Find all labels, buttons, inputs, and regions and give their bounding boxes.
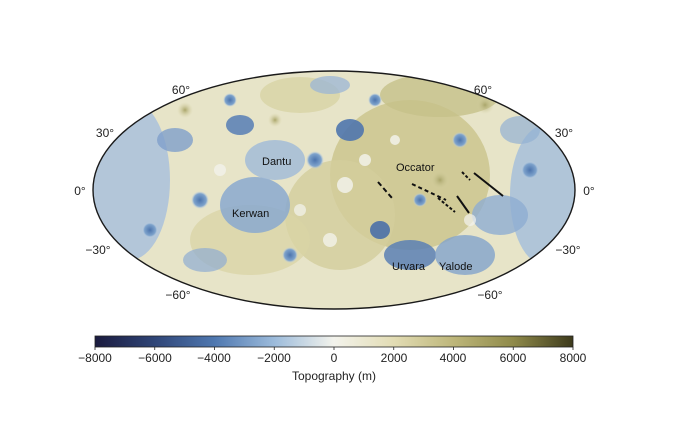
colorbar-tick-label: −6000 — [138, 351, 172, 365]
feature-labels: Dantu Kerwan Occator Urvara Yalode — [232, 156, 472, 273]
lat-label-left-neg60: −60° — [165, 288, 190, 302]
feature-label-occator: Occator — [396, 162, 435, 174]
feature-label-dantu: Dantu — [262, 156, 291, 168]
lat-label-left-0: 0° — [74, 184, 86, 198]
lat-label-left-30: 30° — [96, 126, 114, 140]
lat-label-right-60: 60° — [474, 83, 492, 97]
colorbar-axis-label: Topography (m) — [292, 369, 376, 383]
colorbar-gradient — [94, 335, 574, 348]
lat-label-left-neg30: −30° — [85, 243, 110, 257]
colorbar-tick-label: 2000 — [381, 351, 408, 365]
colorbar-tick-label: −4000 — [197, 351, 231, 365]
colorbar-tick-label: 6000 — [500, 351, 527, 365]
latitude-labels: 60° 30° 0° −30° −60° 60° 30° 0° −30° −60… — [74, 83, 595, 302]
linear-features — [377, 171, 504, 214]
colorbar-tick-label: −8000 — [78, 351, 112, 365]
feature-label-kerwan: Kerwan — [232, 208, 269, 220]
lat-label-right-neg60: −60° — [477, 288, 502, 302]
colorbar-tick-label: 0 — [331, 351, 338, 365]
colorbar-tick-label: 8000 — [560, 351, 587, 365]
feature-label-urvara: Urvara — [392, 261, 426, 273]
colorbar-tick-label: −2000 — [257, 351, 291, 365]
lat-label-right-30: 30° — [555, 126, 573, 140]
feature-label-yalode: Yalode — [439, 261, 472, 273]
colorbar-tick-labels: −8000 −6000 −4000 −2000 0 2000 4000 6000… — [78, 351, 587, 365]
map-boundary — [92, 70, 576, 310]
colorbar-tick-marks — [94, 347, 574, 350]
colorbar-tick-label: 4000 — [440, 351, 467, 365]
lat-label-right-0: 0° — [583, 184, 595, 198]
lat-label-right-neg30: −30° — [555, 243, 580, 257]
lat-label-left-60: 60° — [172, 83, 190, 97]
colorbar: −8000 −6000 −4000 −2000 0 2000 4000 6000… — [78, 335, 587, 383]
map-surface — [93, 71, 575, 309]
